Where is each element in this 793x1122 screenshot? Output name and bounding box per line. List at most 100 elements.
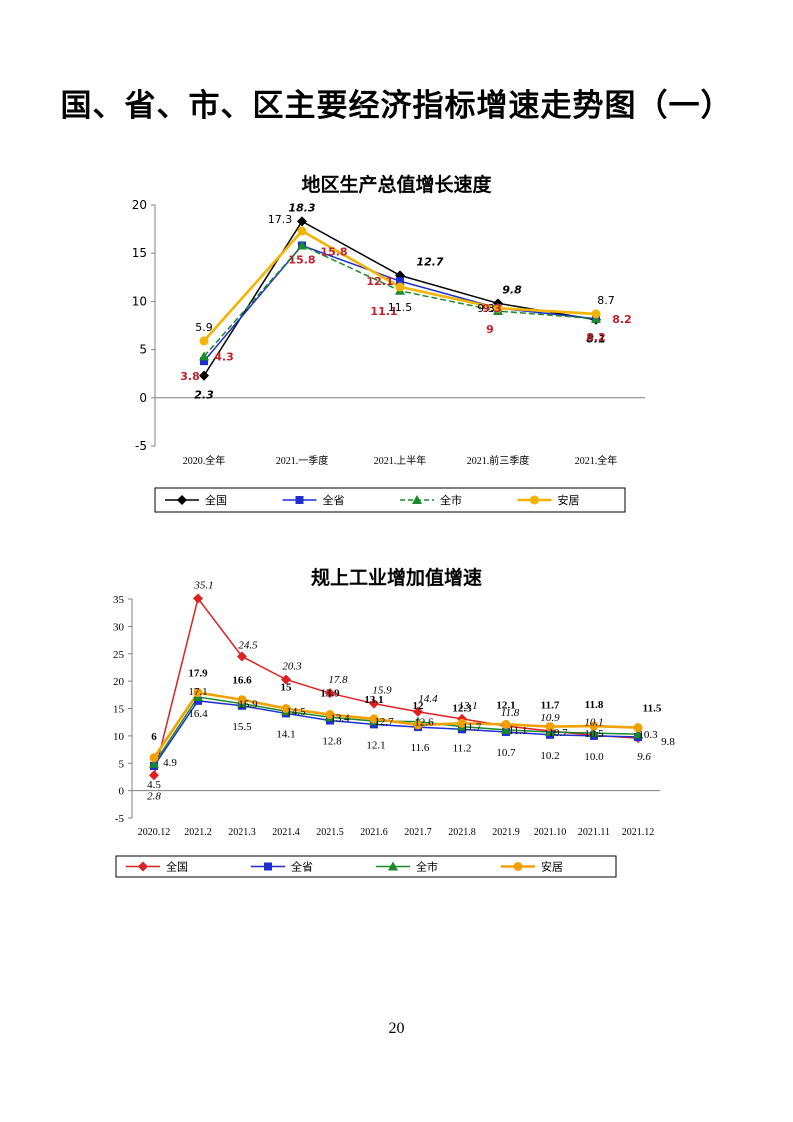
- c2-data-label: 10.7: [496, 747, 516, 759]
- c2-data-label: 11.1: [509, 725, 528, 737]
- c2-data-label: 11.7: [541, 700, 560, 712]
- c2-data-label: 9.8: [661, 736, 675, 748]
- c2-point-0: [325, 688, 335, 699]
- c2-legend-marker-0: [138, 861, 148, 872]
- c1-data-label: 12.1: [366, 275, 393, 288]
- c2-legend-label: 安居: [541, 860, 563, 874]
- c2-x-tick-label: 2021.2: [184, 827, 212, 838]
- c2-data-label: 11.8: [585, 699, 604, 711]
- c2-legend-marker-2: [388, 861, 398, 871]
- c2-y-tick-label: 5: [119, 758, 125, 770]
- c1-point-2: [297, 240, 307, 250]
- c2-point-3: [237, 695, 247, 705]
- c2-data-label: 15: [281, 682, 293, 694]
- c2-y-tick-label: 10: [113, 731, 125, 743]
- c1-legend-label: 全市: [440, 493, 462, 507]
- c1-data-label: 4.3: [214, 350, 234, 363]
- c2-series-line-1: [153, 700, 639, 767]
- c1-data-label: 12.7: [416, 255, 443, 268]
- c1-point-1: [200, 357, 208, 366]
- c2-point-2: [633, 729, 643, 739]
- industrial-growth-chart: -5 0 5 10 15 20 25 30 35 2020.12 2021.2 2021.3 2021.…: [113, 579, 675, 878]
- c2-point-3: [193, 688, 203, 698]
- c2-series-line-0: [153, 596, 639, 776]
- c2-point-0: [413, 706, 423, 717]
- c1-point-0: [199, 370, 209, 381]
- c2-data-label: 15.9: [372, 685, 392, 697]
- c1-legend-label: 全国: [205, 493, 227, 507]
- c2-data-label: 16.4: [188, 708, 208, 720]
- c1-data-label: 11.1: [370, 305, 397, 318]
- c2-data-label: 15.5: [232, 721, 252, 733]
- c2-legend-marker-1: [264, 862, 272, 871]
- c1-legend-marker-2: [412, 495, 422, 504]
- c2-data-label: 14.5: [286, 706, 306, 718]
- c1-y-tick-label: 10: [132, 294, 147, 308]
- gdp-growth-chart: -5 0 5 10 15 20 2020.全年 2021.一季度 2021.上半年 2021.前三…: [132, 198, 645, 513]
- c1-legend-label: 安居: [558, 493, 580, 507]
- c2-point-3: [149, 753, 159, 763]
- c2-point-3: [589, 721, 599, 731]
- c1-legend-marker-1: [295, 496, 304, 504]
- c1-data-label: 17.3: [268, 213, 293, 226]
- c2-y-tick-label: 15: [113, 704, 125, 716]
- c1-x-tick-label: 2020.全年: [183, 454, 226, 467]
- c1-legend-marker-0: [177, 495, 187, 505]
- c2-x-tick-label: 2021.5: [316, 827, 344, 838]
- c2-x-tick-label: 2021.12: [622, 827, 655, 838]
- c2-data-label: 13.4: [330, 712, 350, 724]
- c2-x-tick-label: 2020.12: [138, 827, 171, 838]
- c2-series-line-3: [152, 691, 639, 759]
- c2-data-label: 12.7: [374, 716, 394, 728]
- c1-point-3: [591, 309, 601, 319]
- c2-data-label: 13.1: [364, 694, 383, 706]
- c2-point-0: [149, 770, 159, 781]
- c2-point-2: [501, 724, 511, 734]
- c1-data-label: 8.1: [586, 333, 606, 346]
- c1-point-3: [493, 303, 503, 313]
- c2-data-label: 24.5: [238, 639, 258, 651]
- c2-y-tick-label: 30: [113, 621, 125, 633]
- c2-point-3: [325, 710, 335, 720]
- c1-data-label: 8.2: [612, 313, 632, 326]
- c2-data-label: 12.8: [322, 736, 342, 748]
- c1-y-tick-label: -5: [135, 439, 147, 453]
- c2-legend-label: 全省: [291, 860, 313, 874]
- c2-data-label: 10.7: [548, 727, 568, 739]
- c1-data-label: 9.3: [477, 302, 495, 315]
- c1-data-label: 18.3: [288, 201, 315, 214]
- c2-point-0: [193, 593, 203, 604]
- c2-y-tick-label: 35: [113, 594, 125, 606]
- c2-data-label: 12.3: [452, 702, 472, 714]
- c2-data-label: 11.7: [463, 722, 482, 734]
- c2-legend-marker-3: [513, 862, 523, 871]
- c2-point-3: [369, 714, 379, 724]
- c2-legend-label: 全市: [416, 860, 438, 874]
- c2-data-label: 10.9: [540, 712, 560, 724]
- c2-point-3: [545, 722, 555, 732]
- c1-x-tick-label: 2021.全年: [575, 454, 618, 467]
- c1-x-tick-label: 2021.前三季度: [467, 454, 530, 467]
- c2-x-tick-label: 2021.9: [492, 827, 520, 838]
- c2-data-label: 14.4: [418, 693, 438, 705]
- chart1-title: 地区生产总值增长速度: [301, 174, 492, 196]
- c2-x-tick-label: 2021.11: [578, 827, 610, 838]
- c2-data-label: 9.6: [637, 751, 651, 763]
- c2-point-0: [369, 698, 379, 709]
- c2-data-label: 35.1: [193, 579, 213, 591]
- c2-data-label: 14.1: [276, 728, 295, 740]
- c2-y-tick-label: 0: [119, 786, 125, 798]
- c2-data-label: 15.9: [238, 699, 258, 711]
- c1-point-0: [297, 216, 307, 227]
- c2-data-label: 4.9: [163, 757, 177, 769]
- c2-data-label: 6: [151, 731, 157, 743]
- c2-data-label: 17.8: [328, 674, 348, 686]
- c2-data-label: 12.6: [414, 717, 434, 729]
- c1-point-1: [396, 277, 404, 286]
- c2-y-tick-label: 25: [113, 649, 125, 661]
- c2-y-tick-label: 20: [113, 676, 125, 688]
- c1-point-3: [199, 336, 209, 346]
- c2-x-tick-label: 2021.7: [404, 827, 432, 838]
- c2-data-label: 12: [413, 700, 425, 712]
- c2-x-tick-label: 2021.8: [448, 827, 476, 838]
